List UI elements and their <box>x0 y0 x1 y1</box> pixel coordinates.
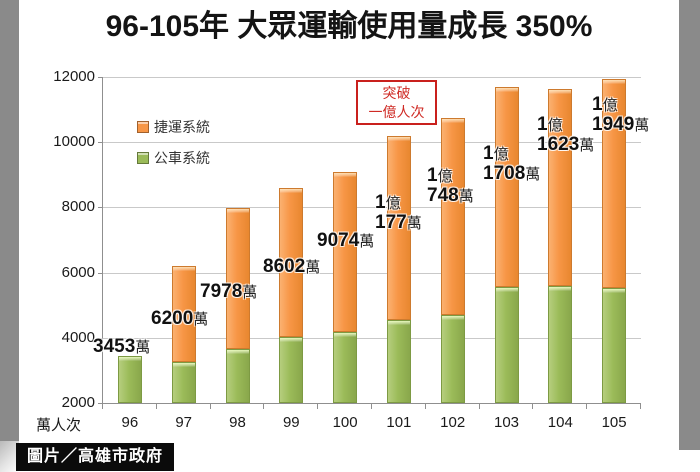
bus-legend-swatch-icon <box>137 152 149 164</box>
gridline <box>103 207 641 209</box>
gridline <box>103 77 641 78</box>
value-label: 6200萬 <box>151 308 209 329</box>
y-tick-label: 4000 <box>61 328 95 346</box>
x-tick-mark <box>478 404 480 409</box>
y-tick-mark <box>98 403 103 404</box>
chart-title: 96-105年 大眾運輸使用量成長 350% <box>105 10 593 43</box>
mrt-bar-segment <box>171 266 196 363</box>
y-tick-mark <box>98 207 103 209</box>
bus-bar-segment <box>279 337 304 403</box>
left-letterbox-strip <box>0 0 19 472</box>
x-tick-mark <box>317 404 319 409</box>
legend: 捷運系統 公車系統 <box>137 119 210 181</box>
mrt-bar-segment <box>386 136 411 320</box>
value-label: 3453萬 <box>93 336 151 357</box>
value-label: 1億 1623萬 <box>537 114 595 155</box>
x-axis-line <box>102 403 641 404</box>
annotation-line-1: 突破 <box>382 85 411 101</box>
bus-bar-segment <box>171 362 196 403</box>
x-tick-mark <box>586 404 588 409</box>
annotation-line-2: 一億人次 <box>368 104 425 120</box>
y-tick-mark <box>98 272 103 274</box>
bottom-left-corner-wedge <box>0 441 19 472</box>
gridline <box>103 337 641 339</box>
mrt-bar-segment <box>333 172 358 333</box>
x-tick-mark <box>209 404 211 409</box>
value-label: 1億 1708萬 <box>483 143 541 184</box>
legend-label-mrt: 捷運系統 <box>154 119 210 135</box>
value-label: 9074萬 <box>317 230 375 251</box>
credit-banner: 圖片／高雄市政府 <box>16 443 175 471</box>
x-tick-label: 101 <box>386 414 412 431</box>
x-tick-label: 97 <box>175 414 193 431</box>
y-tick-mark <box>98 337 103 339</box>
mrt-bar-segment <box>225 208 250 350</box>
x-tick-mark <box>532 404 534 409</box>
x-tick-label: 100 <box>332 414 358 431</box>
bus-bar-segment <box>440 314 465 403</box>
y-tick-label: 12000 <box>53 68 95 85</box>
y-tick-label: 2000 <box>61 394 95 411</box>
bus-bar-segment <box>225 349 250 403</box>
value-label: 1億 177萬 <box>375 192 422 233</box>
value-label: 1億 748萬 <box>427 165 474 206</box>
x-tick-mark <box>102 404 103 409</box>
x-tick-label: 104 <box>547 414 573 431</box>
value-label: 7978萬 <box>200 281 258 302</box>
y-tick-label: 6000 <box>61 263 95 281</box>
y-axis-line <box>102 77 103 404</box>
x-tick-mark <box>371 404 372 409</box>
x-tick-mark <box>155 404 157 409</box>
y-axis-unit-label: 萬人次 <box>36 417 82 434</box>
gridline <box>103 272 641 274</box>
x-tick-mark <box>640 404 641 409</box>
value-label: 8602萬 <box>263 256 321 277</box>
legend-item-bus: 公車系統 <box>137 150 210 166</box>
y-tick-mark <box>98 142 103 144</box>
value-label: 1億 1949萬 <box>592 94 650 135</box>
bus-bar-segment <box>333 332 358 403</box>
x-tick-label: 99 <box>282 414 300 431</box>
y-tick-mark <box>98 77 103 78</box>
annotation-callout: 突破 一億人次 <box>356 80 437 125</box>
legend-label-bus: 公車系統 <box>154 150 210 166</box>
x-tick-label: 102 <box>440 414 466 431</box>
x-tick-mark <box>424 404 426 409</box>
x-tick-label: 105 <box>601 414 627 431</box>
bus-bar-segment <box>548 285 573 403</box>
x-tick-label: 96 <box>121 414 139 431</box>
bus-bar-segment <box>602 288 627 403</box>
bus-bar-segment <box>494 287 519 403</box>
x-tick-label: 103 <box>493 414 520 431</box>
x-tick-label: 98 <box>229 414 246 431</box>
legend-item-mrt: 捷運系統 <box>137 119 210 135</box>
mrt-bar-segment <box>440 117 465 315</box>
y-tick-label: 8000 <box>61 198 95 216</box>
bus-bar-segment <box>386 319 411 403</box>
mrt-bar-segment <box>548 89 573 286</box>
right-letterbox-strip <box>679 0 700 450</box>
mrt-bar-segment <box>494 86 519 288</box>
bus-bar-segment <box>117 355 142 403</box>
mrt-bar-segment <box>279 187 304 338</box>
x-tick-mark <box>263 404 265 409</box>
y-tick-label: 10000 <box>53 133 95 151</box>
mrt-legend-swatch-icon <box>137 121 149 133</box>
gridline <box>103 142 641 144</box>
mrt-bar-segment <box>602 78 627 289</box>
